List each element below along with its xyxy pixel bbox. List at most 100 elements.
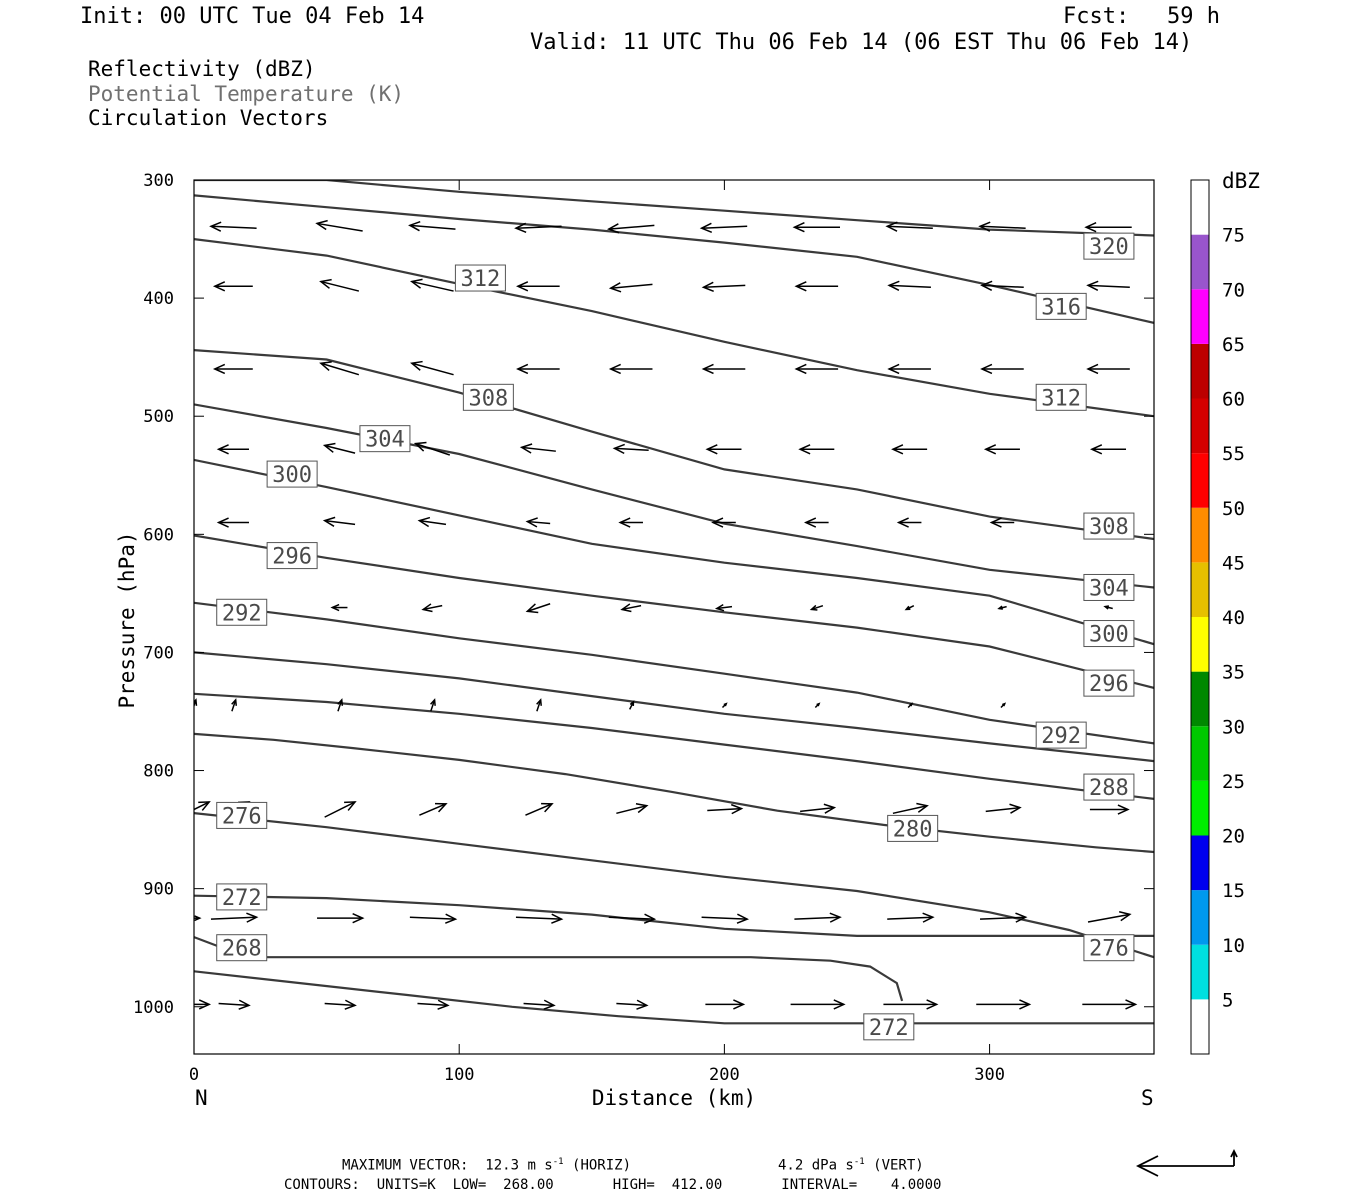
contour-labels: 320 312 316 308 312 304 300 308 296 304 292 300 296 2… [216, 232, 1135, 1041]
circulation-vector [216, 517, 249, 528]
circulation-vector [1089, 444, 1127, 455]
contour-label: 268 [216, 934, 268, 962]
svg-text:316: 316 [1041, 295, 1081, 320]
contour-label: 312 [1035, 383, 1087, 411]
circulation-vector [814, 702, 821, 709]
circulation-vector [798, 444, 835, 455]
circulation-vector [887, 363, 931, 375]
theta-contour-272 [194, 970, 1154, 1025]
circulation-vector [989, 517, 1015, 528]
reference-vector-icon [1135, 1148, 1238, 1177]
circulation-vector [616, 803, 649, 815]
circulation-vector [210, 912, 259, 923]
dbz-colorbar: 5 10 15 20 25 30 35 40 45 50 55 60 65 70 75 [1190, 179, 1245, 1055]
circulation-vector [803, 517, 829, 528]
circulation-vector [980, 363, 1024, 375]
circulation-vector [1089, 804, 1130, 815]
circulation-vector [980, 280, 1024, 291]
circulation-vector [536, 698, 542, 712]
svg-text:272: 272 [222, 886, 262, 911]
contour-label: 272 [863, 1013, 915, 1041]
x-tick-label: 0 [189, 1065, 199, 1085]
axes: 0 100 200 300 300 400 500 600 700 800 900 1000 [133, 171, 1154, 1085]
circulation-vector [612, 443, 649, 455]
theta-contour-284 [194, 651, 1154, 763]
circulation-vector [1103, 605, 1113, 610]
svg-text:312: 312 [461, 267, 501, 292]
circulation-vector [887, 280, 931, 291]
circulation-vector [525, 517, 551, 528]
svg-text:292: 292 [1041, 724, 1081, 749]
circulation-vector [519, 443, 556, 454]
right-end-label: S [1141, 1086, 1154, 1110]
colorbar-level-label: 5 [1222, 989, 1233, 1011]
circulation-vector [1000, 702, 1007, 709]
theta-contour-276 [194, 812, 1154, 959]
svg-text:276: 276 [222, 804, 262, 829]
circulation-vector [800, 803, 837, 814]
colorbar-swatch [1191, 562, 1209, 617]
colorbar-swatch [1191, 780, 1209, 836]
circulation-vector [701, 913, 750, 924]
colorbar-frame [1190, 179, 1210, 1055]
colorbar-level-label: 75 [1222, 225, 1245, 247]
contour-label: 296 [1083, 669, 1135, 697]
circulation-vector [209, 221, 257, 232]
circulation-vector [516, 363, 560, 375]
circulation-vector [194, 999, 212, 1010]
circulation-vector [794, 363, 839, 375]
circulation-vector [711, 517, 736, 528]
theta-contour-316 [194, 180, 1154, 237]
colorbar-swatch [1191, 835, 1209, 891]
colorbar-swatch [1191, 180, 1209, 235]
y-tick-label: 800 [143, 762, 174, 782]
vert-exponent: -1 [853, 1157, 865, 1167]
contour-label: 316 [1035, 292, 1087, 320]
svg-text:320: 320 [1089, 235, 1129, 260]
circulation-vector [417, 999, 450, 1010]
circulation-vector [707, 803, 744, 815]
colorbar-swatch [1191, 671, 1209, 727]
circulation-vector [315, 219, 363, 232]
theta-contour-300 [194, 403, 1154, 589]
circulation-vector [1086, 280, 1130, 291]
y-tick-label: 700 [143, 643, 174, 663]
circulation-vector [978, 221, 1026, 232]
colorbar-level-label: 65 [1222, 334, 1245, 356]
circulation-vector [525, 603, 551, 614]
theta-contour-304 [194, 349, 1154, 541]
colorbar-title: dBZ [1222, 169, 1260, 193]
colorbar-swatch [1191, 234, 1209, 290]
circulation-vector [319, 278, 360, 292]
theta-contour-288 [194, 601, 1154, 745]
circulation-vector [322, 442, 356, 454]
contour-info: CONTOURS: UNITS=K LOW= 268.00 HIGH= 412.… [284, 1177, 942, 1193]
circulation-vector [976, 999, 1032, 1010]
valid-time: Valid: 11 UTC Thu 06 Feb 14 (06 EST Thu … [530, 30, 1193, 55]
circulation-vector [1087, 911, 1132, 923]
contour-label: 288 [1083, 773, 1135, 801]
plot-frame [193, 179, 1155, 1055]
circulation-vector [620, 603, 642, 613]
forecast-hour-value: 59 h [1167, 4, 1220, 29]
svg-text:308: 308 [468, 386, 508, 411]
circulation-vector [892, 802, 929, 815]
circulation-vector [322, 516, 356, 527]
svg-text:296: 296 [272, 545, 312, 570]
svg-text:272: 272 [869, 1016, 909, 1041]
circulation-vector [410, 360, 454, 376]
circulation-vector [608, 282, 653, 293]
circulation-vector [794, 912, 842, 923]
circulation-vector [330, 603, 348, 612]
y-tick-label: 900 [143, 880, 174, 900]
colorbar-swatch [1191, 343, 1209, 399]
circulation-vector [794, 281, 839, 292]
colorbar-level-label: 45 [1222, 552, 1245, 574]
circulation-vector [904, 604, 915, 611]
svg-text:304: 304 [1089, 576, 1129, 601]
theta-contour-276 [194, 732, 1154, 854]
forecast-hour-label: Fcst: [1063, 4, 1130, 29]
circulation-vector [606, 223, 655, 234]
contour-label: 304 [359, 425, 411, 453]
